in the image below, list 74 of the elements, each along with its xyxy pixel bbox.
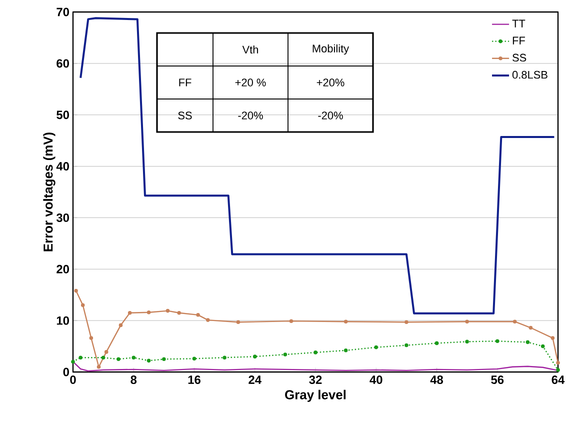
x-axis-title: Gray level — [285, 390, 346, 402]
point — [344, 348, 348, 352]
point — [162, 357, 166, 362]
x-tick-label: 56 — [491, 376, 504, 384]
y-tick-label: 30 — [56, 213, 69, 222]
point — [289, 319, 294, 323]
point — [222, 356, 226, 360]
legend-label: 0.8LSB — [512, 70, 548, 79]
y-tick-label: 20 — [56, 264, 69, 274]
annotation: +20% — [316, 78, 344, 86]
point — [556, 368, 560, 372]
point — [252, 354, 257, 358]
annotation: FF — [179, 78, 192, 86]
point — [465, 340, 469, 344]
point — [78, 356, 82, 360]
line-series — [80, 17, 556, 314]
annotation: -20% — [238, 112, 263, 120]
point — [540, 344, 545, 348]
point — [374, 345, 378, 350]
point — [80, 303, 85, 308]
x-tick-label: 32 — [309, 376, 322, 384]
annotation: Mobility — [312, 44, 350, 55]
point — [166, 308, 170, 313]
y-tick-label: 40 — [56, 162, 69, 171]
point — [146, 358, 151, 363]
x-tick-label: 0 — [70, 376, 76, 384]
point — [118, 323, 123, 328]
point — [526, 340, 530, 344]
annotation: -20% — [318, 112, 343, 120]
point — [132, 356, 136, 360]
x-tick-label: 40 — [370, 376, 382, 384]
point — [314, 350, 318, 354]
y-tick-label: 70 — [56, 8, 69, 16]
point — [465, 320, 469, 324]
x-tick-label: 48 — [430, 376, 444, 384]
point — [512, 320, 517, 324]
point — [236, 320, 240, 324]
annotation: SS — [178, 112, 192, 120]
point — [404, 320, 408, 324]
point — [404, 343, 408, 348]
annotation: +20 % — [235, 78, 266, 86]
legend-label: SS — [512, 54, 526, 62]
y-tick-label: 60 — [56, 59, 69, 68]
point — [177, 310, 181, 315]
point — [116, 357, 120, 362]
point — [96, 364, 101, 369]
legend-label: TT — [512, 20, 526, 28]
point — [89, 336, 94, 340]
point — [495, 339, 500, 344]
point — [192, 356, 196, 361]
point — [206, 318, 210, 322]
legend-label: FF — [512, 36, 525, 44]
point — [344, 320, 348, 324]
point — [128, 310, 132, 315]
x-tick-label: 64 — [552, 376, 565, 384]
y-tick-label: 0 — [63, 368, 69, 376]
x-tick-label: 16 — [188, 376, 200, 384]
annotation: Vth — [242, 45, 258, 54]
point — [101, 356, 106, 360]
point — [283, 352, 288, 356]
point — [528, 326, 533, 330]
point — [71, 360, 75, 364]
point — [556, 360, 560, 365]
point — [434, 341, 439, 346]
point — [146, 310, 151, 314]
point — [74, 288, 78, 293]
y-tick-label: 10 — [56, 316, 69, 325]
x-tick-label: 8 — [130, 376, 137, 384]
x-tick-label: 24 — [248, 376, 262, 384]
point — [550, 336, 555, 340]
y-tick-label: 50 — [56, 110, 69, 120]
point — [104, 350, 108, 354]
y-axis-title: Error voltages (mV) — [43, 132, 56, 252]
point — [196, 313, 200, 317]
